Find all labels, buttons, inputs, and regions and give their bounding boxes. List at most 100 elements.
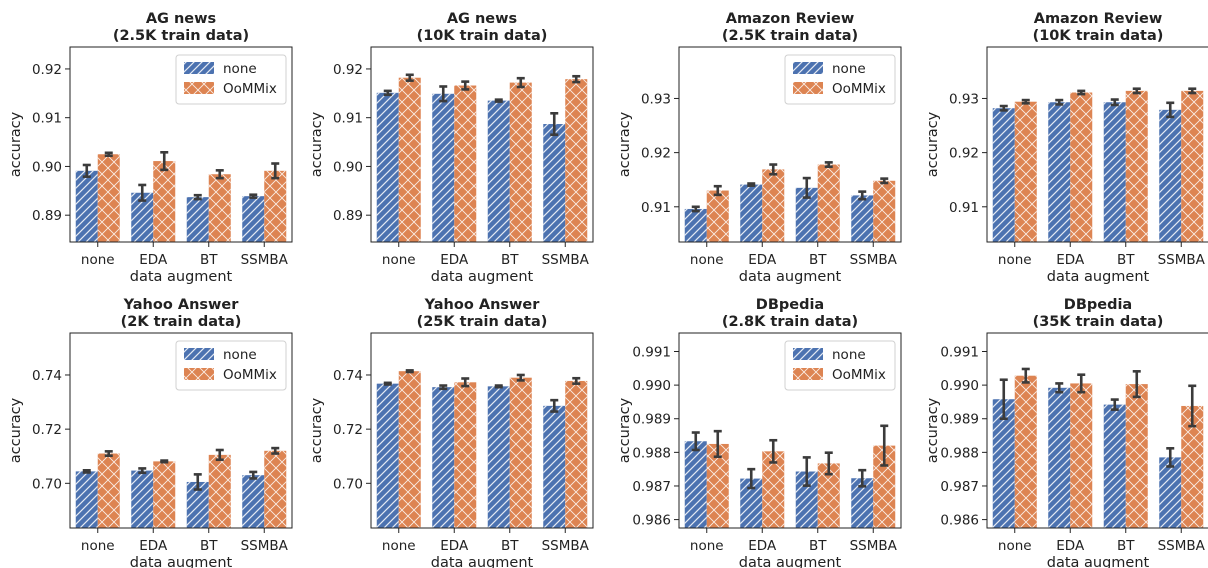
chart-title-line-2: (2.5K train data) [722, 28, 858, 44]
bar-hatch-none [1159, 457, 1182, 528]
bar-hatch-oommix [264, 450, 287, 528]
legend-swatch-hatch [793, 82, 823, 94]
x-tick-label: SSMBA [542, 252, 590, 268]
y-tick-label: 0.991 [940, 344, 979, 360]
bar-hatch-oommix [706, 190, 729, 242]
chart-title-line-2: (2.5K train data) [113, 28, 249, 44]
bar-hatch-none [543, 124, 566, 242]
y-tick-label: 0.72 [32, 422, 62, 438]
y-tick-label: 0.74 [333, 368, 363, 384]
x-axis-label: data augment [130, 555, 233, 568]
plot-frame [986, 332, 1208, 529]
bar-hatch-oommix [97, 453, 120, 528]
legend-label-oommix: OoMMix [832, 367, 886, 383]
legend-label-oommix: OoMMix [223, 367, 277, 383]
legend-label-none: none [832, 61, 866, 77]
plot-frame [69, 332, 293, 529]
legend: none OoMMix [175, 340, 287, 391]
bar-hatch-none [795, 471, 818, 528]
y-axis-label: accuracy [925, 111, 941, 177]
legend-label-none: none [223, 347, 257, 363]
chart-panel-4: Amazon Review(10K train data) 0.91 0.92 0.9… [925, 11, 1208, 285]
y-tick-label: 0.990 [632, 378, 671, 394]
y-tick-label: 0.91 [949, 200, 979, 216]
x-tick-label: none [81, 252, 115, 268]
y-axis-label: accuracy [617, 111, 633, 177]
bar-hatch-oommix [762, 169, 785, 242]
y-tick-label: 0.990 [940, 378, 979, 394]
plot-frame [370, 332, 594, 529]
y-tick-label: 0.92 [333, 62, 363, 78]
chart-title-line-1: Yahoo Answer [424, 297, 541, 313]
y-tick-label: 0.986 [940, 513, 979, 529]
bar-hatch-oommix [1125, 384, 1148, 528]
y-tick-label: 0.91 [32, 111, 62, 127]
y-tick-label: 0.93 [641, 91, 671, 107]
x-tick-label: EDA [748, 252, 777, 268]
x-tick-label: BT [200, 538, 218, 554]
x-tick-label: EDA [1056, 252, 1085, 268]
bar-hatch-oommix [398, 371, 421, 528]
x-tick-label: EDA [1056, 538, 1085, 554]
x-tick-label: SSMBA [241, 252, 289, 268]
chart-title-line-1: Yahoo Answer [123, 297, 240, 313]
bar-hatch-oommix [565, 380, 588, 528]
bar-hatch-none [1048, 102, 1071, 242]
y-tick-label: 0.89 [333, 208, 363, 224]
bar-hatch-oommix [1070, 383, 1093, 528]
chart-panel-3: Amazon Review(2.5K train data) 0.91 0.92 0.… [617, 11, 902, 285]
chart-panel-6: Yahoo Answer(25K train data) 0.70 0.72 0.74… [309, 297, 594, 568]
legend: none OoMMix [175, 54, 287, 105]
x-axis-label: data augment [1047, 269, 1150, 285]
bar-hatch-none [684, 208, 707, 242]
bar-hatch-oommix [762, 451, 785, 528]
bar-hatch-oommix [1014, 101, 1037, 242]
bar-hatch-none [242, 196, 265, 242]
bar-hatch-oommix [1181, 90, 1204, 242]
x-tick-label: none [382, 538, 416, 554]
x-tick-label: none [998, 538, 1032, 554]
y-tick-label: 0.991 [632, 344, 671, 360]
bar-hatch-none [1103, 404, 1126, 528]
bar-hatch-oommix [97, 154, 120, 242]
x-tick-label: BT [501, 252, 519, 268]
bar-hatch-oommix [1125, 90, 1148, 242]
x-axis-label: data augment [1047, 555, 1150, 568]
x-tick-label: BT [1117, 538, 1135, 554]
y-tick-label: 0.92 [32, 62, 62, 78]
legend: none OoMMix [784, 54, 896, 105]
bar-hatch-oommix [509, 82, 532, 243]
y-tick-label: 0.987 [940, 479, 979, 495]
bar-hatch-none [851, 195, 874, 242]
x-tick-label: SSMBA [1158, 252, 1206, 268]
y-tick-label: 0.72 [333, 422, 363, 438]
chart-title-line-2: (35K train data) [1033, 314, 1164, 330]
bar-hatch-none [186, 481, 209, 528]
x-tick-label: none [998, 252, 1032, 268]
x-tick-label: SSMBA [241, 538, 289, 554]
y-tick-label: 0.92 [949, 146, 979, 162]
x-tick-label: SSMBA [1158, 538, 1206, 554]
legend-swatch-hatch [793, 348, 823, 360]
bar-hatch-none [795, 187, 818, 242]
bar-hatch-none [992, 108, 1015, 242]
bar-hatch-oommix [817, 164, 840, 242]
y-axis-label: accuracy [617, 397, 633, 463]
bar-hatch-none [376, 92, 399, 242]
chart-title-line-1: AG news [447, 11, 517, 27]
y-tick-label: 0.989 [940, 412, 979, 428]
bar-hatch-oommix [208, 174, 231, 242]
bar-hatch-oommix [153, 461, 176, 528]
x-tick-label: BT [501, 538, 519, 554]
y-axis-label: accuracy [309, 111, 325, 177]
plot-frame [678, 46, 902, 243]
bar-hatch-none [740, 478, 763, 528]
bar-hatch-none [186, 197, 209, 242]
y-tick-label: 0.90 [32, 159, 62, 175]
bar-hatch-none [740, 184, 763, 242]
x-tick-label: BT [1117, 252, 1135, 268]
y-axis-label: accuracy [8, 397, 24, 463]
chart-title-line-2: (10K train data) [417, 28, 548, 44]
chart-panel-2: AG news(10K train data) 0.89 0.90 0.91 0.92 a… [309, 11, 594, 285]
